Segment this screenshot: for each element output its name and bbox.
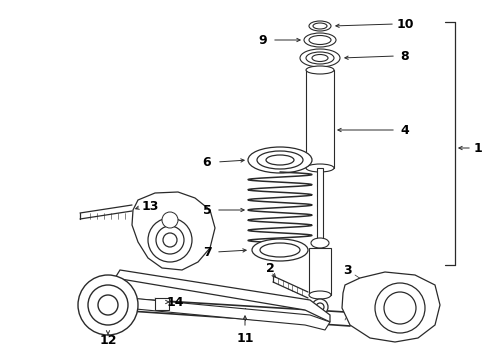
Circle shape <box>374 283 424 333</box>
Ellipse shape <box>310 238 328 248</box>
Ellipse shape <box>305 164 333 172</box>
Ellipse shape <box>257 151 303 169</box>
Circle shape <box>148 218 192 262</box>
Circle shape <box>383 292 415 324</box>
Ellipse shape <box>308 291 330 299</box>
Bar <box>305 70 333 168</box>
Text: 13: 13 <box>141 201 159 213</box>
Bar <box>308 248 330 295</box>
Polygon shape <box>132 192 215 270</box>
Bar <box>316 168 323 245</box>
Ellipse shape <box>308 21 330 31</box>
Polygon shape <box>115 298 329 330</box>
Text: 6: 6 <box>202 156 211 168</box>
Circle shape <box>162 212 178 228</box>
Ellipse shape <box>312 23 326 29</box>
Ellipse shape <box>247 147 311 173</box>
Text: 3: 3 <box>343 264 351 276</box>
Text: 2: 2 <box>265 261 274 274</box>
Circle shape <box>163 233 177 247</box>
Text: 12: 12 <box>99 333 117 346</box>
Ellipse shape <box>311 54 327 62</box>
Text: 7: 7 <box>202 246 211 258</box>
Ellipse shape <box>260 243 299 257</box>
Text: 14: 14 <box>166 296 183 309</box>
Text: 4: 4 <box>400 123 408 136</box>
Text: 10: 10 <box>395 18 413 31</box>
Ellipse shape <box>308 36 330 45</box>
Ellipse shape <box>251 239 307 261</box>
Ellipse shape <box>305 52 333 64</box>
Ellipse shape <box>265 155 293 165</box>
Circle shape <box>98 295 118 315</box>
Ellipse shape <box>311 299 327 315</box>
Polygon shape <box>115 270 329 322</box>
Circle shape <box>88 285 128 325</box>
Circle shape <box>78 275 138 335</box>
Circle shape <box>156 226 183 254</box>
Ellipse shape <box>315 303 324 311</box>
Polygon shape <box>341 272 439 342</box>
Ellipse shape <box>304 33 335 47</box>
Text: 1: 1 <box>473 141 481 154</box>
Bar <box>155 298 169 310</box>
Ellipse shape <box>299 49 339 67</box>
Text: 11: 11 <box>236 332 253 345</box>
Text: 8: 8 <box>400 49 408 63</box>
Text: 5: 5 <box>202 203 211 216</box>
Ellipse shape <box>305 66 333 74</box>
Text: 9: 9 <box>258 33 267 46</box>
